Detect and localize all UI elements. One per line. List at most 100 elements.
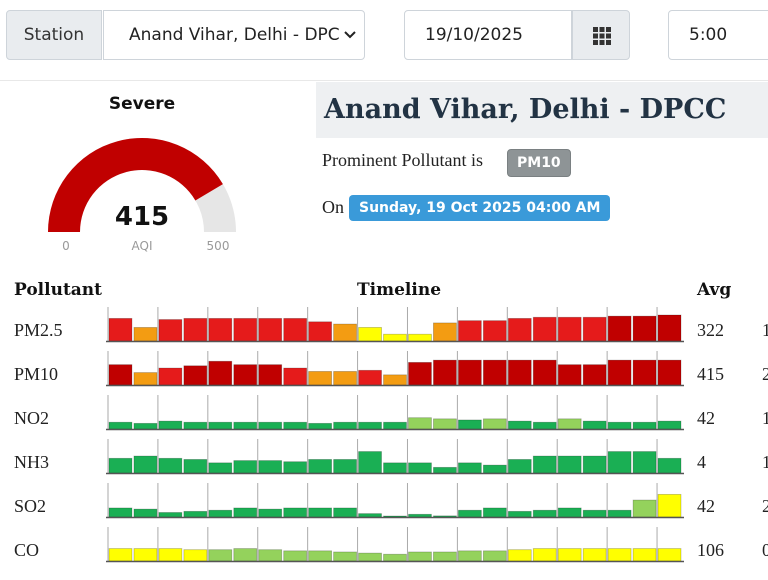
timeline-bar[interactable] bbox=[482, 507, 507, 518]
timeline-bar[interactable] bbox=[457, 320, 482, 342]
timeline-bar[interactable] bbox=[333, 507, 357, 518]
timeline-bar[interactable] bbox=[108, 507, 133, 518]
timeline-bar[interactable] bbox=[258, 364, 283, 386]
timeline-bar[interactable] bbox=[582, 455, 607, 474]
timeline-bar[interactable] bbox=[657, 420, 682, 430]
timeline-bar[interactable] bbox=[108, 421, 133, 430]
timeline-bar[interactable] bbox=[433, 359, 457, 386]
timeline-bar[interactable] bbox=[258, 421, 283, 430]
timeline-bar[interactable] bbox=[183, 459, 208, 474]
timeline-bar[interactable] bbox=[283, 421, 308, 430]
time-input[interactable]: 5:00 bbox=[668, 10, 768, 60]
timeline-bar[interactable] bbox=[208, 360, 233, 386]
timeline-bar[interactable] bbox=[632, 421, 657, 430]
timeline-bar[interactable] bbox=[557, 548, 582, 562]
timeline-bar[interactable] bbox=[208, 549, 233, 562]
timeline-bar[interactable] bbox=[607, 451, 632, 474]
timeline-bar[interactable] bbox=[108, 548, 133, 562]
timeline-bar[interactable] bbox=[457, 462, 482, 474]
timeline-bar[interactable] bbox=[258, 460, 283, 474]
timeline-bar[interactable] bbox=[532, 359, 557, 386]
timeline-bar[interactable] bbox=[657, 457, 682, 474]
timeline-bar[interactable] bbox=[383, 333, 407, 342]
timeline-bar[interactable] bbox=[632, 499, 657, 518]
timeline-bar[interactable] bbox=[457, 509, 482, 518]
timeline-bar[interactable] bbox=[657, 314, 682, 342]
timeline-bar[interactable] bbox=[632, 451, 657, 474]
timeline-bar[interactable] bbox=[507, 420, 532, 430]
timeline-bar[interactable] bbox=[108, 457, 133, 474]
timeline-bar[interactable] bbox=[408, 361, 432, 386]
timeline-bar[interactable] bbox=[308, 459, 333, 474]
timeline-bar[interactable] bbox=[108, 364, 133, 386]
timeline-bar[interactable] bbox=[158, 420, 183, 430]
timeline-bar[interactable] bbox=[557, 316, 582, 342]
timeline-bar[interactable] bbox=[507, 359, 532, 386]
timeline-bar[interactable] bbox=[133, 455, 158, 474]
timeline-bar[interactable] bbox=[158, 512, 183, 518]
timeline-bar[interactable] bbox=[233, 364, 258, 386]
timeline-bar[interactable] bbox=[482, 550, 507, 562]
timeline-bar[interactable] bbox=[433, 466, 457, 474]
timeline-bar[interactable] bbox=[507, 510, 532, 518]
timeline-bar[interactable] bbox=[408, 333, 432, 342]
timeline-bar[interactable] bbox=[233, 421, 258, 430]
timeline-bar[interactable] bbox=[358, 513, 382, 518]
timeline-bar[interactable] bbox=[233, 548, 258, 562]
timeline-bar[interactable] bbox=[632, 315, 657, 342]
timeline-bar[interactable] bbox=[632, 548, 657, 562]
timeline-bar[interactable] bbox=[233, 460, 258, 474]
timeline-bar[interactable] bbox=[333, 421, 357, 430]
timeline-bar[interactable] bbox=[208, 317, 233, 342]
timeline-bar[interactable] bbox=[333, 323, 357, 342]
timeline-bar[interactable] bbox=[557, 364, 582, 386]
timeline-bar[interactable] bbox=[383, 553, 407, 562]
timeline-bar[interactable] bbox=[408, 513, 432, 518]
timeline-bar[interactable] bbox=[657, 493, 682, 518]
timeline-bar[interactable] bbox=[358, 421, 382, 430]
timeline-bar[interactable] bbox=[183, 317, 208, 342]
timeline-bar[interactable] bbox=[532, 421, 557, 430]
timeline-bar[interactable] bbox=[133, 548, 158, 562]
timeline-bar[interactable] bbox=[283, 367, 308, 386]
timeline-bar[interactable] bbox=[308, 321, 333, 342]
timeline-bar[interactable] bbox=[383, 421, 407, 430]
timeline-bar[interactable] bbox=[507, 549, 532, 562]
timeline-bar[interactable] bbox=[308, 422, 333, 430]
timeline-bar[interactable] bbox=[433, 551, 457, 562]
timeline-bar[interactable] bbox=[333, 371, 357, 386]
timeline-bar[interactable] bbox=[108, 317, 133, 342]
timeline-bar[interactable] bbox=[408, 551, 432, 562]
timeline-bar[interactable] bbox=[607, 509, 632, 518]
timeline-bar[interactable] bbox=[433, 418, 457, 430]
timeline-bar[interactable] bbox=[383, 462, 407, 474]
calendar-button[interactable] bbox=[572, 10, 630, 60]
timeline-bar[interactable] bbox=[308, 507, 333, 518]
date-input[interactable]: 19/10/2025 bbox=[404, 10, 572, 60]
timeline-bar[interactable] bbox=[308, 550, 333, 562]
timeline-bar[interactable] bbox=[433, 322, 457, 342]
timeline-bar[interactable] bbox=[557, 507, 582, 518]
timeline-bar[interactable] bbox=[158, 319, 183, 342]
timeline-bar[interactable] bbox=[582, 364, 607, 386]
station-select[interactable]: Anand Vihar, Delhi - DPC bbox=[103, 10, 365, 60]
timeline-bar[interactable] bbox=[607, 359, 632, 386]
timeline-bar[interactable] bbox=[557, 418, 582, 430]
timeline-bar[interactable] bbox=[133, 372, 158, 386]
timeline-bar[interactable] bbox=[283, 461, 308, 474]
timeline-bar[interactable] bbox=[358, 451, 382, 474]
timeline-bar[interactable] bbox=[607, 315, 632, 342]
timeline-bar[interactable] bbox=[158, 367, 183, 386]
timeline-bar[interactable] bbox=[208, 421, 233, 430]
timeline-bar[interactable] bbox=[208, 509, 233, 518]
timeline-bar[interactable] bbox=[582, 509, 607, 518]
timeline-bar[interactable] bbox=[283, 550, 308, 562]
timeline-bar[interactable] bbox=[258, 549, 283, 562]
timeline-bar[interactable] bbox=[482, 418, 507, 430]
timeline-bar[interactable] bbox=[133, 508, 158, 518]
timeline-bar[interactable] bbox=[358, 552, 382, 562]
timeline-bar[interactable] bbox=[183, 510, 208, 518]
timeline-bar[interactable] bbox=[582, 420, 607, 430]
timeline-bar[interactable] bbox=[358, 327, 382, 342]
timeline-bar[interactable] bbox=[507, 459, 532, 474]
